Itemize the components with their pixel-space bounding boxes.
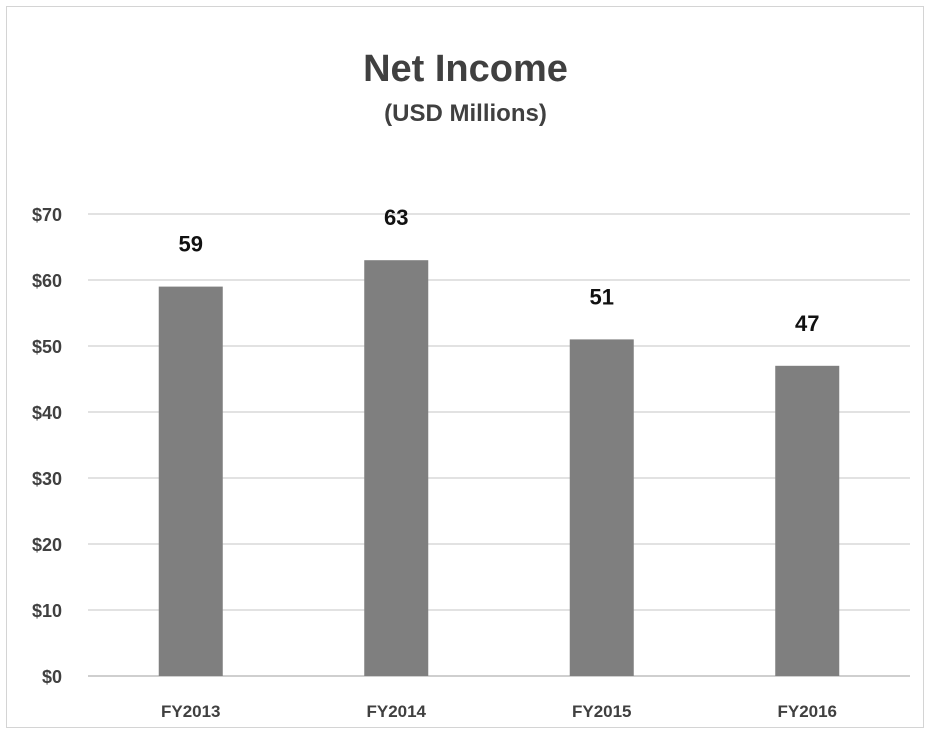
y-tick-label: $50 [32, 337, 62, 357]
y-axis-tick-labels: $0 $10 $20 $30 $40 $50 $60 $70 [32, 205, 62, 687]
x-category-label: FY2014 [366, 702, 426, 721]
chart-title: Net Income [363, 48, 568, 90]
data-labels: 59 63 51 47 [179, 205, 820, 336]
bar [364, 260, 429, 676]
data-label: 63 [384, 205, 408, 230]
gridlines [88, 213, 910, 677]
x-category-label: FY2016 [777, 702, 837, 721]
bars [158, 260, 840, 676]
y-tick-label: $10 [32, 601, 62, 621]
y-tick-label: $40 [32, 403, 62, 423]
x-category-label: FY2013 [161, 702, 221, 721]
bar [775, 365, 840, 676]
data-label: 47 [795, 311, 819, 336]
y-tick-label: $20 [32, 535, 62, 555]
x-category-label: FY2015 [572, 702, 632, 721]
y-tick-label: $60 [32, 271, 62, 291]
y-tick-label: $30 [32, 469, 62, 489]
chart-subtitle: (USD Millions) [384, 100, 547, 127]
x-axis-category-labels: FY2013 FY2014 FY2015 FY2016 [161, 702, 837, 721]
data-label: 51 [590, 284, 614, 309]
data-label: 59 [179, 232, 203, 257]
bar [158, 286, 223, 676]
y-tick-label: $0 [42, 667, 62, 687]
y-tick-label: $70 [32, 205, 62, 225]
bar [569, 339, 634, 676]
